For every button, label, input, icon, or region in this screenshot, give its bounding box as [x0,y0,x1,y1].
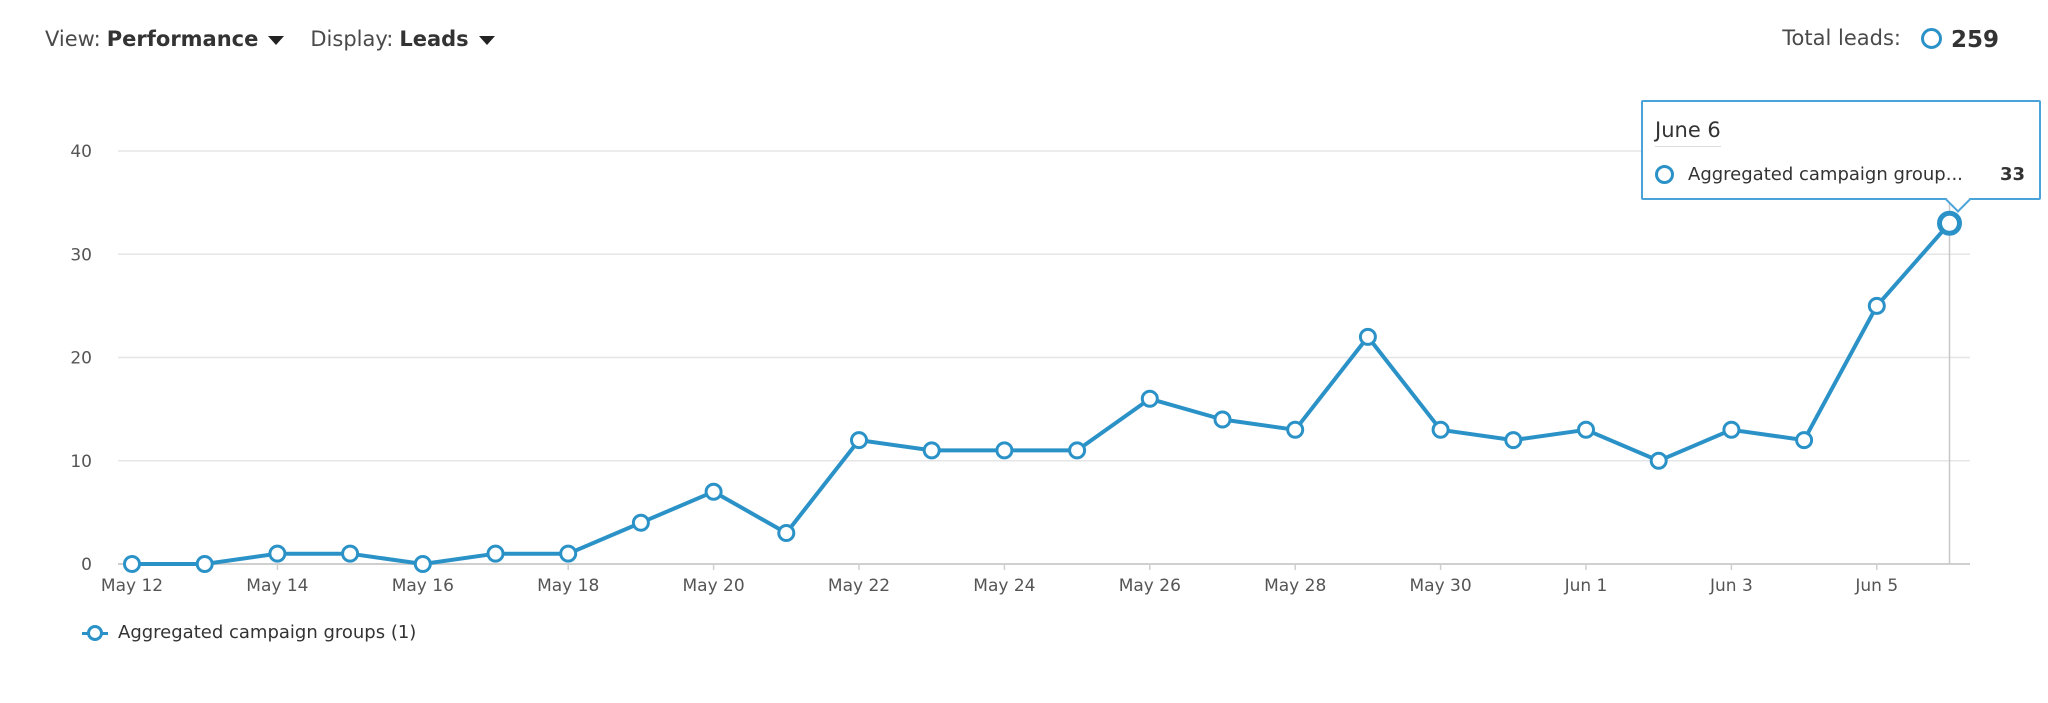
x-tick-label: May 16 [392,576,454,596]
total-leads: Total leads: 259 [1782,23,1999,53]
view-label: View: [45,27,101,51]
data-point [1431,420,1450,439]
y-tick-label: 40 [70,142,92,162]
y-tick-label: 30 [70,245,92,265]
view-dropdown[interactable]: View: Performance [45,27,285,51]
data-point [268,544,287,563]
data-point [704,482,723,501]
legend-line-icon [82,624,108,641]
x-tick-label: May 12 [101,576,163,596]
x-tick-label: May 22 [828,576,890,596]
total-leads-label: Total leads: [1782,26,1901,50]
x-tick-label: Jun 1 [1564,576,1608,596]
display-value: Leads [399,27,469,51]
x-tick-label: May 20 [683,576,745,596]
data-point [1358,327,1377,346]
y-tick-label: 0 [81,555,92,575]
series-marker-icon [1920,27,1942,49]
series-marker-icon [1655,165,1674,184]
data-point [1795,431,1814,450]
tooltip-series-name: Aggregated campaign group... [1688,164,1963,185]
data-point [850,431,868,450]
total-leads-value: 259 [1950,27,1999,53]
data-point [995,441,1014,460]
x-tick-label: Jun 5 [1854,576,1898,596]
tooltip-value: 33 [1999,164,2025,185]
data-point [1140,389,1159,408]
data-point [1213,410,1232,429]
line-layer [132,221,1952,566]
point-layer [123,210,1962,573]
data-point [631,513,650,532]
data-point [486,544,505,563]
x-tick-label: May 18 [537,576,599,596]
tooltip-date: June 6 [1655,118,1721,147]
caret-down-icon [268,35,285,45]
data-point [123,555,141,573]
x-tick-label: May 28 [1264,576,1326,596]
x-tick-label: May 30 [1410,576,1472,596]
y-tick-label: 20 [70,349,92,369]
data-point [1649,451,1668,470]
display-dropdown[interactable]: Display: Leads [310,27,495,51]
grid-layer [118,141,1970,565]
x-tick-label: May 26 [1119,576,1181,596]
data-point [1504,431,1523,450]
data-point [195,555,214,573]
chart-legend[interactable]: Aggregated campaign groups (1) [82,622,416,643]
series-line [132,221,1952,566]
view-value: Performance [106,27,259,51]
data-point [1867,296,1886,315]
data-point [1068,441,1087,460]
data-point [1577,420,1595,439]
tooltip-row: Aggregated campaign group... 33 [1655,164,2025,185]
data-point [413,555,432,573]
data-point [1937,210,1962,236]
caret-down-icon [478,35,495,45]
data-point [559,544,578,563]
x-tick-label: May 14 [246,576,308,596]
data-point [1286,420,1305,439]
y-tick-label: 10 [70,452,92,472]
legend-label: Aggregated campaign groups (1) [118,622,417,643]
data-point [777,524,796,543]
data-point [922,441,941,460]
data-point [341,544,360,563]
data-tooltip: June 6 Aggregated campaign group... 33 [1641,100,2041,213]
toolbar: View: Performance Display: Leads [45,22,521,56]
display-label: Display: [310,27,394,51]
x-tick-label: May 24 [973,576,1035,596]
data-point [1722,420,1741,439]
x-tick-label: Jun 3 [1709,576,1753,596]
axis-layer: 0 10 20 30 40 May 12 May 14 May 16 May 18 May 20 M… [70,142,1898,596]
